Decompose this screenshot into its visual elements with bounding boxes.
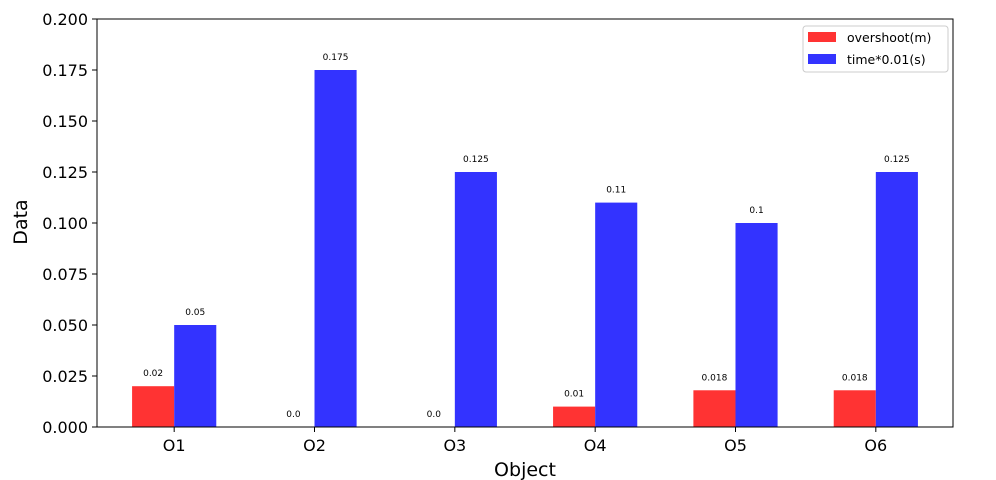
data-label-time-o3: 0.125: [463, 155, 489, 165]
x-tick-label-o1: O1: [163, 436, 186, 455]
bar-overshoot-o4: [553, 406, 596, 427]
legend-frame: [802, 25, 949, 73]
bar-time-o3: [454, 172, 497, 427]
axes-layer: 0.000 0.025 0.050 0.075 0.100 0.125 0.150 0.175…: [42, 10, 954, 455]
y-tick-label: 0.150: [42, 112, 88, 131]
legend-label-time: time*0.01(s): [847, 52, 926, 67]
y-tick-label: 0.200: [42, 10, 88, 29]
bar-time-o6: [875, 172, 918, 427]
x-tick-label-o4: O4: [584, 436, 607, 455]
plot-frame: [96, 18, 954, 428]
data-label-time-o4: 0.11: [606, 186, 626, 196]
data-label-overshoot-o5: 0.018: [702, 373, 728, 383]
data-label-overshoot-o4: 0.01: [564, 390, 584, 400]
y-tick-label: 0.025: [42, 367, 88, 386]
bar-time-o1: [174, 325, 217, 427]
bar-time-o4: [595, 202, 638, 427]
bar-time-o2: [314, 70, 357, 427]
bars-layer: [132, 70, 918, 427]
data-label-time-o5: 0.1: [749, 206, 763, 216]
bar-overshoot-o1: [132, 386, 175, 427]
legend: overshoot(m) time*0.01(s): [802, 25, 949, 73]
y-axis-title: Data: [10, 199, 32, 244]
data-label-time-o1: 0.05: [185, 308, 205, 318]
x-axis-title: Object: [494, 459, 556, 480]
x-tick-label-o2: O2: [303, 436, 326, 455]
data-label-time-o2: 0.175: [323, 53, 349, 63]
y-tick-label: 0.175: [42, 61, 88, 80]
x-tick-label-o3: O3: [443, 436, 466, 455]
legend-label-overshoot: overshoot(m): [847, 30, 931, 45]
bar-time-o5: [735, 223, 778, 427]
y-tick-label: 0.100: [42, 214, 88, 233]
data-label-overshoot-o6: 0.018: [842, 373, 868, 383]
data-label-overshoot-o1: 0.02: [143, 369, 163, 379]
legend-swatch-overshoot: [808, 32, 836, 42]
data-label-time-o6: 0.125: [884, 155, 910, 165]
y-tick-label: 0.075: [42, 265, 88, 284]
y-tick-label: 0.050: [42, 316, 88, 335]
data-label-overshoot-o3: 0.0: [427, 410, 442, 420]
x-tick-label-o5: O5: [724, 436, 747, 455]
bar-overshoot-o5: [693, 390, 736, 427]
legend-swatch-time: [808, 54, 836, 64]
y-tick-label: 0.000: [42, 418, 88, 437]
bar-overshoot-o6: [833, 390, 876, 427]
data-label-overshoot-o2: 0.0: [286, 410, 301, 420]
x-tick-label-o6: O6: [864, 436, 887, 455]
data-labels-layer: 0.02 0.0 0.0 0.01 0.018 0.018 0.05 0.175 0.125 0.…: [143, 53, 910, 420]
y-tick-label: 0.125: [42, 163, 88, 182]
